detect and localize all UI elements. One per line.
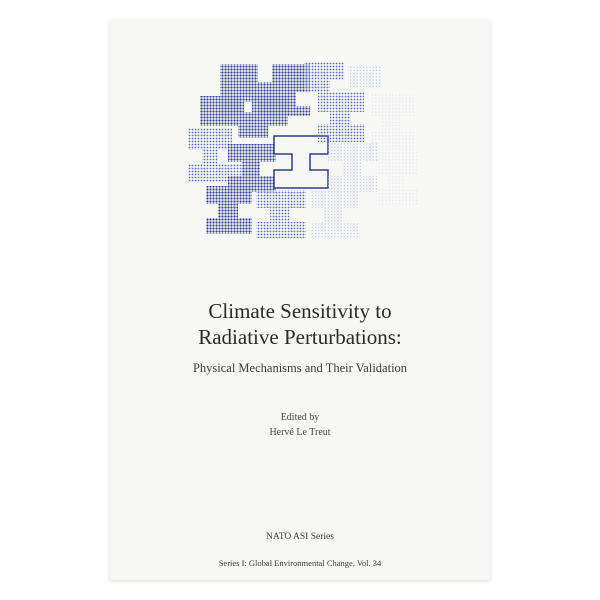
book-cover: Climate Sensitivity to Radiative Perturb… xyxy=(110,20,490,580)
book-subtitle: Physical Mechanisms and Their Validation xyxy=(193,361,407,376)
book-title: Climate Sensitivity to Radiative Perturb… xyxy=(193,298,407,351)
puzzle-pattern-svg xyxy=(170,56,430,256)
title-line-2: Radiative Perturbations: xyxy=(198,325,402,349)
editor-block: Edited by Hervé Le Treut xyxy=(269,410,330,440)
editor-name: Hervé Le Treut xyxy=(269,425,330,440)
series-name: NATO ASI Series xyxy=(110,532,490,542)
cover-art xyxy=(170,56,430,256)
series-detail: Series I: Global Environmental Change, V… xyxy=(110,558,490,568)
title-line-1: Climate Sensitivity to xyxy=(208,299,391,323)
edited-by-label: Edited by xyxy=(269,410,330,425)
title-block: Climate Sensitivity to Radiative Perturb… xyxy=(163,298,437,376)
